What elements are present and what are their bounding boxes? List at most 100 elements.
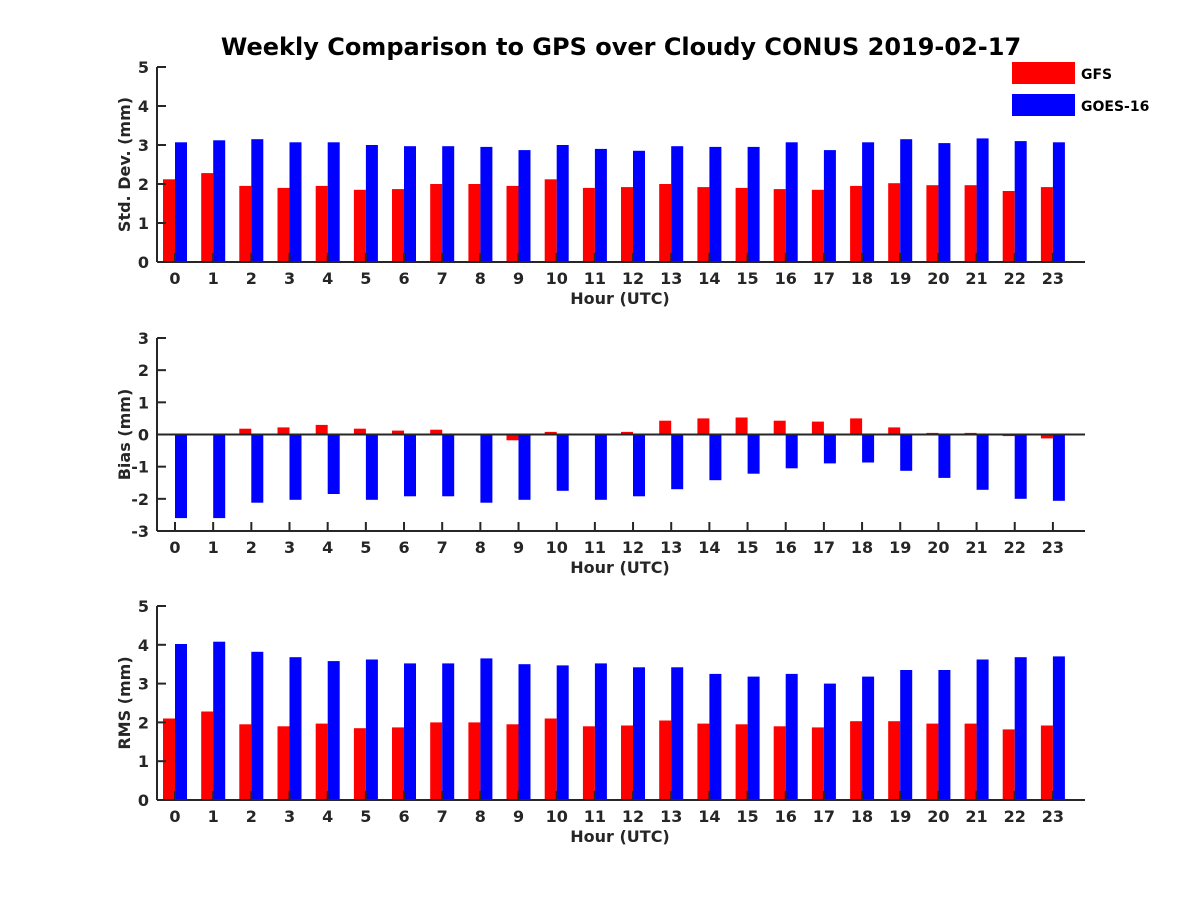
bar-gfs-hour-16 [773, 189, 786, 262]
bar-goes-16-hour-16 [785, 673, 798, 800]
bar-gfs-hour-12 [621, 187, 633, 262]
bar-gfs-hour-22 [1002, 729, 1015, 800]
bar-gfs-hour-21 [964, 723, 977, 800]
x-tick-label: 12 [622, 807, 644, 826]
x-tick-label: 10 [546, 538, 568, 557]
bar-gfs-hour-1 [201, 711, 214, 800]
y-tick-label: 3 [138, 136, 149, 155]
x-tick-label: 7 [437, 538, 448, 557]
x-tick-label: 9 [513, 538, 524, 557]
x-tick-label: 14 [698, 538, 720, 557]
x-tick-label: 14 [698, 807, 720, 826]
y-tick-label: 1 [138, 393, 149, 412]
bar-gfs-hour-10 [544, 431, 557, 435]
bar-gfs-hour-15 [735, 724, 748, 800]
bar-gfs-hour-1 [201, 173, 214, 262]
bar-gfs-hour-15 [735, 417, 748, 435]
bar-goes-16-hour-18 [862, 142, 875, 262]
x-tick-label: 5 [360, 807, 371, 826]
bar-goes-16-hour-2 [251, 139, 264, 262]
bar-gfs-hour-13 [659, 720, 672, 800]
x-tick-label: 17 [813, 538, 835, 557]
x-axis-label: Hour (UTC) [570, 827, 670, 846]
bar-goes-16-hour-9 [518, 434, 531, 500]
x-tick-label: 17 [813, 807, 835, 826]
x-tick-label: 6 [398, 538, 409, 557]
x-tick-label: 13 [660, 807, 682, 826]
bar-goes-16-hour-20 [938, 434, 951, 478]
bar-goes-16-hour-22 [1014, 141, 1027, 262]
x-tick-label: 10 [546, 807, 568, 826]
x-tick-label: 8 [475, 269, 486, 288]
bar-goes-16-hour-20 [938, 143, 951, 262]
bar-gfs-hour-23 [1040, 725, 1053, 800]
bar-gfs-hour-4 [315, 185, 328, 262]
x-tick-label: 8 [475, 538, 486, 557]
x-tick-label: 20 [927, 538, 949, 557]
legend-label-goes-16: GOES-16 [1081, 99, 1149, 115]
bar-goes-16-hour-12 [633, 434, 645, 497]
x-tick-label: 16 [775, 807, 797, 826]
x-tick-label: 1 [208, 269, 219, 288]
bar-gfs-hour-14 [697, 418, 710, 435]
x-tick-label: 18 [851, 538, 873, 557]
bar-goes-16-hour-4 [327, 142, 340, 262]
bar-goes-16-hour-23 [1052, 656, 1065, 800]
bar-gfs-hour-16 [773, 726, 786, 800]
bar-gfs-hour-20 [926, 185, 939, 262]
bar-gfs-hour-0 [163, 718, 175, 800]
x-tick-label: 12 [622, 269, 644, 288]
x-tick-label: 18 [851, 269, 873, 288]
x-tick-label: 8 [475, 807, 486, 826]
bar-goes-16-hour-20 [938, 670, 951, 800]
y-tick-label: 1 [138, 752, 149, 771]
bar-goes-16-hour-7 [442, 434, 455, 497]
bar-gfs-hour-22 [1002, 191, 1015, 262]
bar-gfs-hour-15 [735, 187, 748, 262]
bar-gfs-hour-7 [430, 184, 443, 262]
bar-goes-16-hour-19 [900, 139, 913, 262]
bar-goes-16-hour-8 [480, 434, 493, 503]
x-tick-label: 9 [513, 807, 524, 826]
bar-goes-16-hour-3 [289, 434, 302, 500]
y-tick-label: 1 [138, 214, 149, 233]
bar-goes-16-hour-17 [823, 150, 836, 262]
y-axis-label: Bias (mm) [115, 389, 134, 481]
x-tick-label: 3 [284, 538, 295, 557]
bar-goes-16-hour-14 [709, 146, 722, 262]
x-tick-label: 12 [622, 538, 644, 557]
x-tick-label: 23 [1042, 538, 1064, 557]
bar-gfs-hour-9 [506, 724, 519, 800]
y-tick-label: 4 [138, 97, 149, 116]
bar-goes-16-hour-14 [709, 673, 722, 800]
x-tick-label: 6 [398, 269, 409, 288]
y-tick-label: 2 [138, 361, 149, 380]
bar-goes-16-hour-19 [900, 670, 913, 800]
x-tick-label: 21 [965, 807, 987, 826]
x-tick-label: 4 [322, 538, 333, 557]
bar-gfs-hour-10 [544, 718, 557, 800]
x-tick-label: 5 [360, 538, 371, 557]
bar-goes-16-hour-17 [823, 683, 836, 800]
bar-goes-16-hour-11 [594, 148, 607, 262]
bar-goes-16-hour-15 [747, 676, 760, 800]
x-tick-label: 7 [437, 269, 448, 288]
bar-goes-16-hour-7 [442, 663, 455, 800]
bar-gfs-hour-4 [315, 424, 328, 435]
bar-gfs-hour-21 [964, 185, 977, 262]
bar-goes-16-hour-10 [556, 665, 569, 800]
bar-goes-16-hour-4 [327, 661, 340, 800]
x-tick-label: 21 [965, 538, 987, 557]
bar-goes-16-hour-13 [671, 667, 684, 800]
bar-gfs-hour-0 [163, 179, 175, 262]
bar-goes-16-hour-23 [1052, 434, 1065, 501]
bar-gfs-hour-19 [888, 427, 901, 435]
bar-goes-16-hour-6 [404, 146, 416, 262]
bar-gfs-hour-3 [277, 427, 290, 435]
bar-goes-16-hour-15 [747, 146, 760, 262]
bar-gfs-hour-8 [468, 184, 481, 262]
bar-goes-16-hour-10 [556, 434, 569, 491]
bar-gfs-hour-6 [392, 189, 404, 262]
